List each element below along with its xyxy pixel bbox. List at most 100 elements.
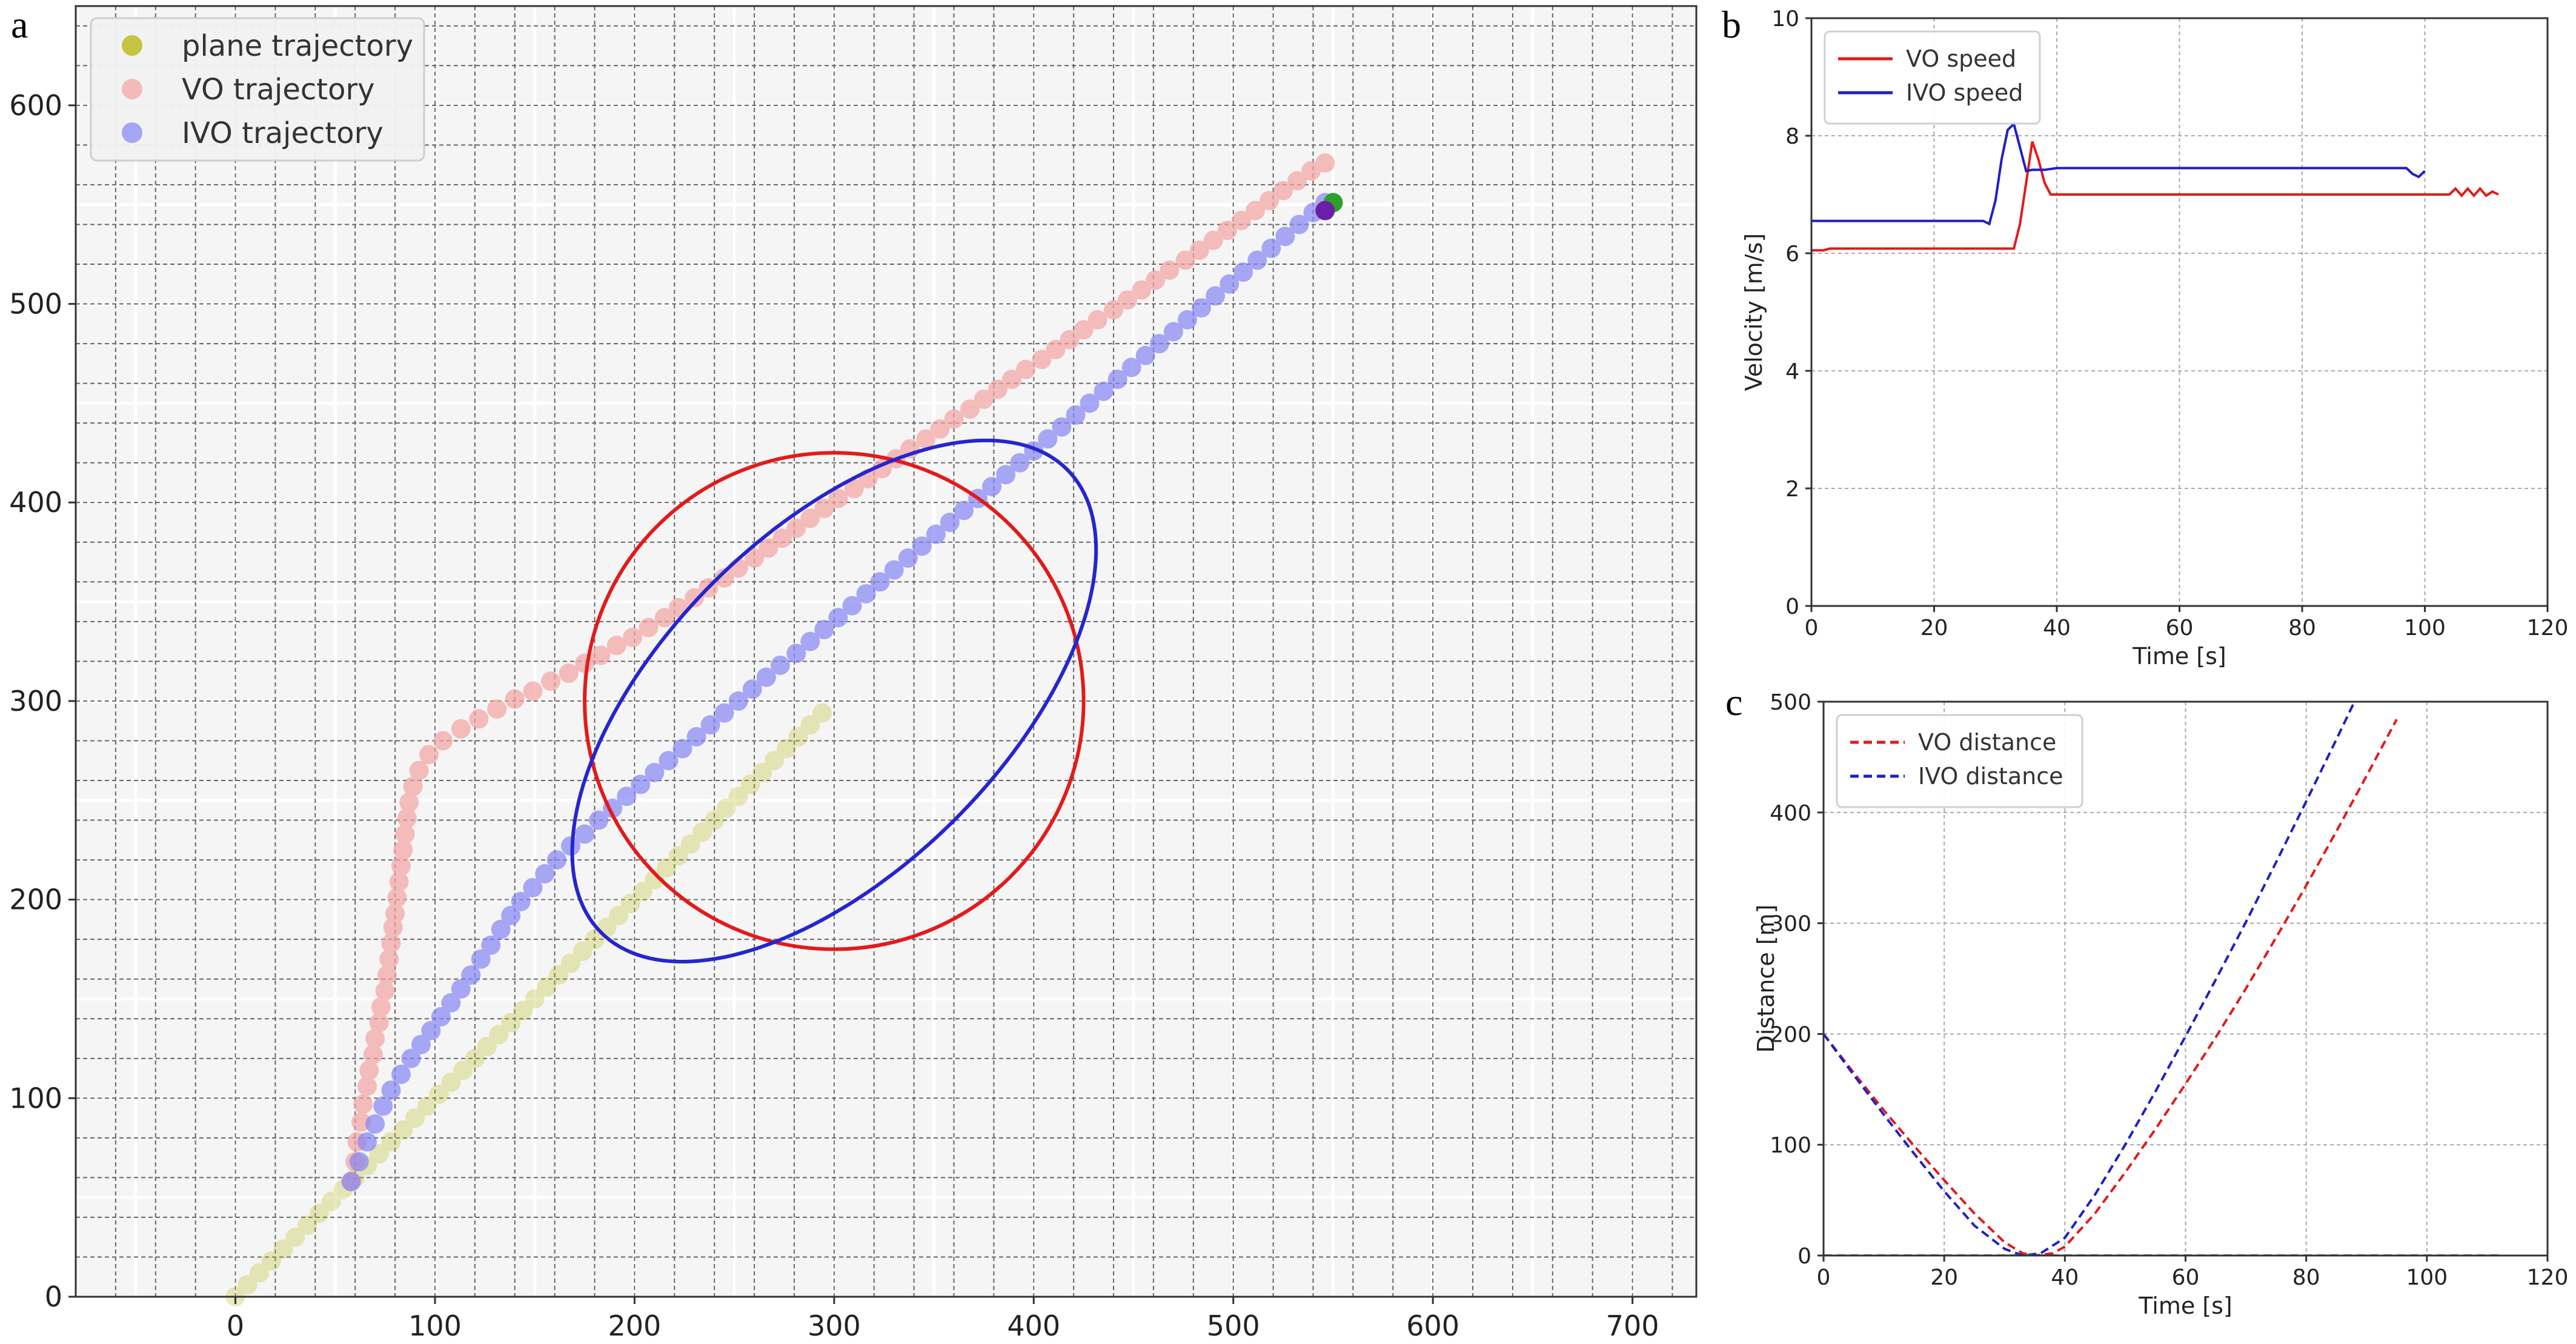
y-axis-label: Distance [m]	[1753, 905, 1779, 1053]
data-point	[429, 1084, 449, 1104]
data-point	[740, 774, 760, 794]
data-point	[401, 1048, 421, 1068]
data-point	[471, 949, 491, 969]
data-point	[609, 905, 629, 925]
series-line-2	[1824, 702, 2356, 1256]
data-point	[1261, 238, 1281, 258]
x-tick-label: 100	[2404, 616, 2446, 640]
panel-letter-c: c	[1725, 680, 1742, 724]
legend: plane trajectory VO trajectory IVO traject…	[90, 17, 425, 162]
data-point	[632, 882, 652, 902]
data-point	[960, 399, 980, 419]
data-point	[940, 513, 960, 532]
plot-frame	[75, 5, 1698, 1298]
data-point	[705, 810, 725, 830]
data-point	[639, 617, 659, 637]
data-point	[377, 965, 397, 985]
data-point	[359, 1060, 379, 1080]
data-point	[369, 1013, 389, 1033]
data-point	[546, 850, 566, 870]
legend-label: IVO speed	[1906, 79, 2023, 106]
y-axis-label: Velocity [m/s]	[1741, 233, 1767, 391]
data-point	[814, 619, 834, 639]
data-point	[501, 905, 521, 925]
data-point	[1107, 370, 1127, 390]
data-point	[1217, 221, 1237, 241]
x-tick-label: 300	[808, 1309, 861, 1342]
x-tick-label: 60	[2166, 616, 2194, 640]
data-point	[752, 762, 772, 782]
legend-marker	[122, 122, 142, 143]
data-point	[501, 1013, 521, 1033]
data-point	[728, 691, 748, 711]
data-point	[1273, 181, 1293, 201]
data-point	[930, 419, 950, 439]
data-point	[954, 501, 974, 521]
data-point	[309, 1203, 329, 1223]
data-point	[573, 941, 593, 961]
data-point	[870, 572, 890, 592]
y-tick-label: 600	[9, 89, 62, 122]
data-point	[1080, 393, 1100, 413]
data-point	[369, 1144, 389, 1164]
data-point	[1177, 310, 1197, 330]
data-point	[525, 989, 545, 1009]
y-tick-label: 0	[1798, 1244, 1811, 1269]
x-tick-label: 120	[2527, 616, 2569, 640]
legend-label: IVO trajectory	[182, 116, 383, 150]
x-tick-label: 20	[1920, 616, 1948, 640]
data-point	[349, 1152, 369, 1172]
data-point	[1289, 215, 1309, 235]
data-point	[395, 824, 415, 844]
data-point	[250, 1263, 270, 1283]
data-point	[982, 477, 1002, 497]
data-point	[353, 1094, 373, 1114]
legend-label: IVO distance	[1918, 763, 2063, 790]
legend-label: VO trajectory	[182, 73, 375, 107]
data-point	[431, 1006, 451, 1026]
data-point	[1104, 300, 1124, 320]
data-point	[974, 389, 994, 409]
data-point	[237, 1275, 257, 1295]
chart-panel-b: 0 20 40 60 80 100 120 0 2 4 6 8 10 Time [s] Velocity […	[1741, 7, 2568, 670]
data-point	[371, 997, 391, 1017]
x-tick-label: 20	[1930, 1265, 1958, 1290]
x-tick-label: 200	[608, 1309, 662, 1342]
y-tick-label: 100	[9, 1082, 62, 1114]
data-point	[357, 1132, 377, 1152]
data-point	[620, 894, 640, 914]
data-point	[285, 1227, 305, 1247]
data-point	[523, 681, 543, 701]
data-point	[1132, 280, 1152, 300]
y-tick-label: 200	[1770, 1022, 1811, 1047]
data-point	[828, 608, 848, 628]
x-tick-label: 80	[2292, 1265, 2320, 1290]
data-point	[433, 731, 453, 751]
data-point	[1220, 274, 1240, 294]
data-point	[898, 548, 918, 568]
data-point	[1002, 370, 1022, 390]
data-point	[403, 776, 423, 796]
data-point	[537, 977, 557, 997]
data-point	[365, 1029, 385, 1048]
y-tick-label: 300	[9, 685, 62, 717]
data-point	[465, 1048, 485, 1068]
data-point	[297, 1216, 317, 1236]
data-point	[1315, 153, 1335, 173]
legend-marker	[122, 79, 142, 99]
legend-box	[1836, 714, 2083, 808]
data-point	[273, 1239, 293, 1259]
legend-label: plane trajectory	[182, 29, 413, 63]
data-point	[1245, 201, 1265, 221]
data-point	[645, 762, 665, 782]
data-point	[441, 1073, 461, 1093]
data-point	[800, 631, 820, 651]
data-point	[884, 560, 904, 580]
y-tick-label: 300	[1770, 912, 1811, 937]
data-point	[786, 644, 806, 664]
series-line-2	[1811, 121, 2426, 226]
data-point	[513, 1001, 533, 1021]
data-point	[451, 719, 471, 739]
y-tick-label: 10	[1771, 7, 1799, 32]
chart-panel-a: 0 100 200 300 400 500 600 700 0 100 200 300 400 500 60…	[9, 4, 1698, 1342]
